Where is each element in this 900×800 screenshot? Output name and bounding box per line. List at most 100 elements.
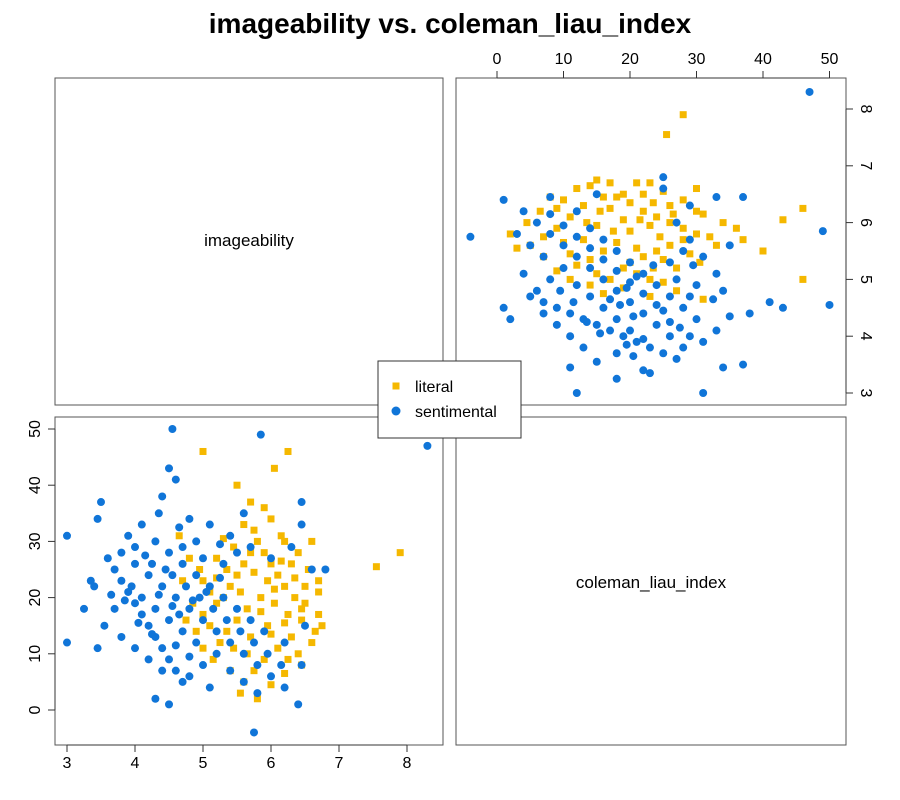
point-sentimental — [260, 627, 269, 636]
point-literal — [712, 241, 720, 249]
point-sentimental — [175, 610, 184, 619]
point-sentimental — [665, 318, 674, 326]
point-literal — [659, 278, 667, 286]
point-sentimental — [287, 543, 296, 552]
top-x-axis: 0 10 20 30 40 50 — [493, 51, 839, 79]
point-literal — [260, 655, 268, 663]
legend-label-sentimental: sentimental — [415, 404, 497, 421]
top-axis-tick-label: 50 — [821, 51, 839, 68]
point-literal — [233, 616, 241, 624]
point-literal — [318, 622, 326, 630]
point-literal — [230, 644, 238, 652]
point-literal — [619, 216, 627, 224]
point-sentimental — [165, 548, 173, 557]
point-literal — [253, 695, 261, 703]
point-sentimental — [679, 303, 688, 312]
point-sentimental — [165, 655, 173, 664]
legend-box — [377, 360, 522, 439]
point-sentimental — [665, 332, 674, 341]
point-sentimental — [586, 264, 595, 273]
point-sentimental — [144, 621, 153, 630]
point-sentimental — [222, 616, 231, 625]
point-sentimental — [110, 565, 119, 574]
point-literal — [663, 131, 671, 139]
point-sentimental — [629, 312, 638, 321]
point-literal — [308, 639, 316, 647]
point-sentimental — [168, 425, 177, 433]
point-sentimental — [158, 492, 167, 501]
point-sentimental — [226, 666, 235, 675]
point-sentimental — [192, 571, 201, 580]
point-sentimental — [137, 610, 146, 619]
right-axis-tick-label: 7 — [857, 161, 874, 170]
point-sentimental — [632, 272, 641, 281]
diagonal-label-coleman-liau-index: coleman_liau_index — [576, 573, 727, 592]
point-sentimental — [168, 571, 177, 580]
point-literal — [270, 464, 278, 472]
point-literal — [223, 627, 231, 635]
point-literal — [287, 633, 295, 641]
point-sentimental — [572, 207, 581, 216]
point-literal — [666, 202, 674, 210]
point-sentimental — [586, 224, 595, 233]
point-sentimental — [117, 548, 126, 557]
point-sentimental — [297, 498, 306, 507]
point-sentimental — [546, 193, 555, 202]
point-sentimental — [659, 173, 668, 182]
point-sentimental — [171, 475, 180, 484]
point-sentimental — [739, 193, 748, 202]
point-literal — [260, 549, 268, 557]
point-sentimental — [599, 275, 608, 284]
point-literal — [199, 447, 207, 455]
point-sentimental — [280, 638, 289, 647]
point-literal — [666, 219, 674, 227]
point-sentimental — [178, 543, 187, 552]
point-literal — [270, 585, 278, 593]
point-sentimental — [572, 281, 581, 290]
point-literal — [308, 537, 316, 545]
point-sentimental — [216, 540, 224, 549]
point-sentimental — [675, 323, 684, 332]
chart-title: imageability vs. coleman_liau_index — [209, 8, 692, 39]
point-literal — [799, 204, 807, 212]
point-sentimental — [127, 582, 136, 591]
point-sentimental — [639, 366, 648, 375]
point-literal — [583, 219, 591, 227]
point-sentimental — [297, 520, 306, 529]
point-literal — [199, 610, 207, 618]
point-literal — [396, 549, 404, 557]
point-literal — [267, 560, 275, 568]
point-literal — [646, 179, 654, 187]
point-literal — [247, 633, 255, 641]
legend-marker-sentimental — [391, 406, 401, 416]
point-literal — [633, 179, 641, 187]
point-sentimental — [199, 616, 207, 625]
point-sentimental — [246, 543, 255, 552]
point-literal — [298, 605, 306, 613]
point-sentimental — [692, 315, 701, 324]
point-sentimental — [582, 318, 591, 326]
point-sentimental — [546, 229, 555, 238]
point-literal — [693, 230, 700, 238]
point-literal — [311, 627, 319, 635]
point-sentimental — [423, 441, 432, 450]
point-literal — [291, 594, 299, 602]
point-sentimental — [182, 582, 190, 591]
point-literal — [560, 196, 567, 204]
point-sentimental — [171, 666, 180, 675]
point-sentimental — [526, 292, 535, 301]
point-literal — [243, 605, 251, 613]
point-literal — [593, 176, 601, 184]
point-sentimental — [263, 649, 272, 658]
point-literal — [182, 616, 190, 624]
point-sentimental — [825, 300, 834, 309]
point-sentimental — [639, 309, 648, 318]
point-sentimental — [120, 596, 129, 605]
left-axis-tick-label: 40 — [27, 476, 44, 494]
point-sentimental — [117, 576, 126, 585]
top-axis-tick-label: 20 — [621, 51, 639, 68]
scatter-points-top-right — [466, 87, 834, 397]
point-literal — [553, 204, 561, 212]
point-literal — [253, 537, 261, 545]
point-literal — [219, 535, 227, 543]
